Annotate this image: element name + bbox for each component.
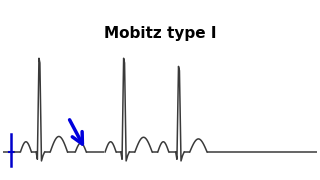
Text: Mobitz type I: Mobitz type I: [104, 26, 216, 40]
